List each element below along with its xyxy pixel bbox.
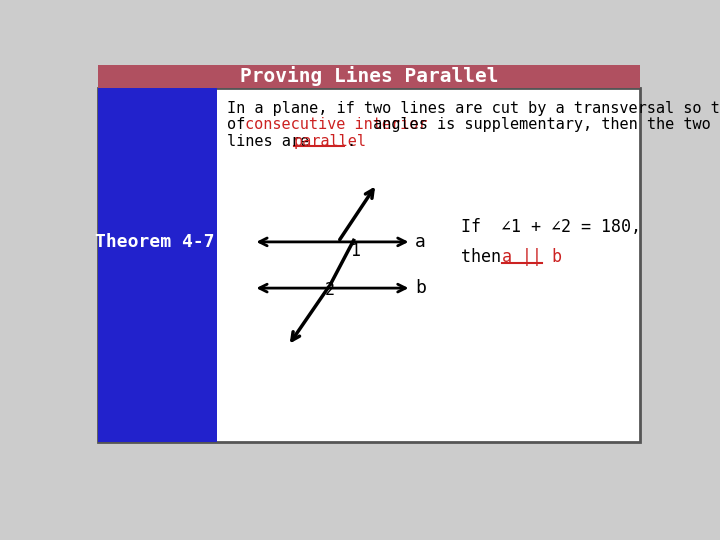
Text: Proving Lines Parallel: Proving Lines Parallel	[240, 65, 498, 85]
Text: then: then	[462, 248, 511, 266]
Text: consecutive interior: consecutive interior	[245, 117, 428, 132]
Text: angles is supplementary, then the two: angles is supplementary, then the two	[364, 117, 711, 132]
Text: 2: 2	[324, 281, 334, 299]
FancyBboxPatch shape	[98, 88, 640, 442]
Text: a || b: a || b	[503, 248, 562, 266]
Text: If  ∠1 + ∠2 = 180,: If ∠1 + ∠2 = 180,	[462, 218, 642, 235]
Text: b: b	[415, 279, 426, 297]
FancyBboxPatch shape	[98, 88, 217, 442]
Text: a: a	[415, 233, 426, 251]
Text: .: .	[346, 133, 355, 148]
Text: parallel: parallel	[294, 133, 366, 148]
Text: lines are: lines are	[227, 133, 318, 148]
Text: of: of	[227, 117, 254, 132]
Text: Theorem 4-7: Theorem 4-7	[95, 233, 215, 251]
FancyBboxPatch shape	[98, 63, 640, 88]
Text: In a plane, if two lines are cut by a transversal so that a pair: In a plane, if two lines are cut by a tr…	[227, 101, 720, 116]
Text: 1: 1	[351, 242, 361, 260]
